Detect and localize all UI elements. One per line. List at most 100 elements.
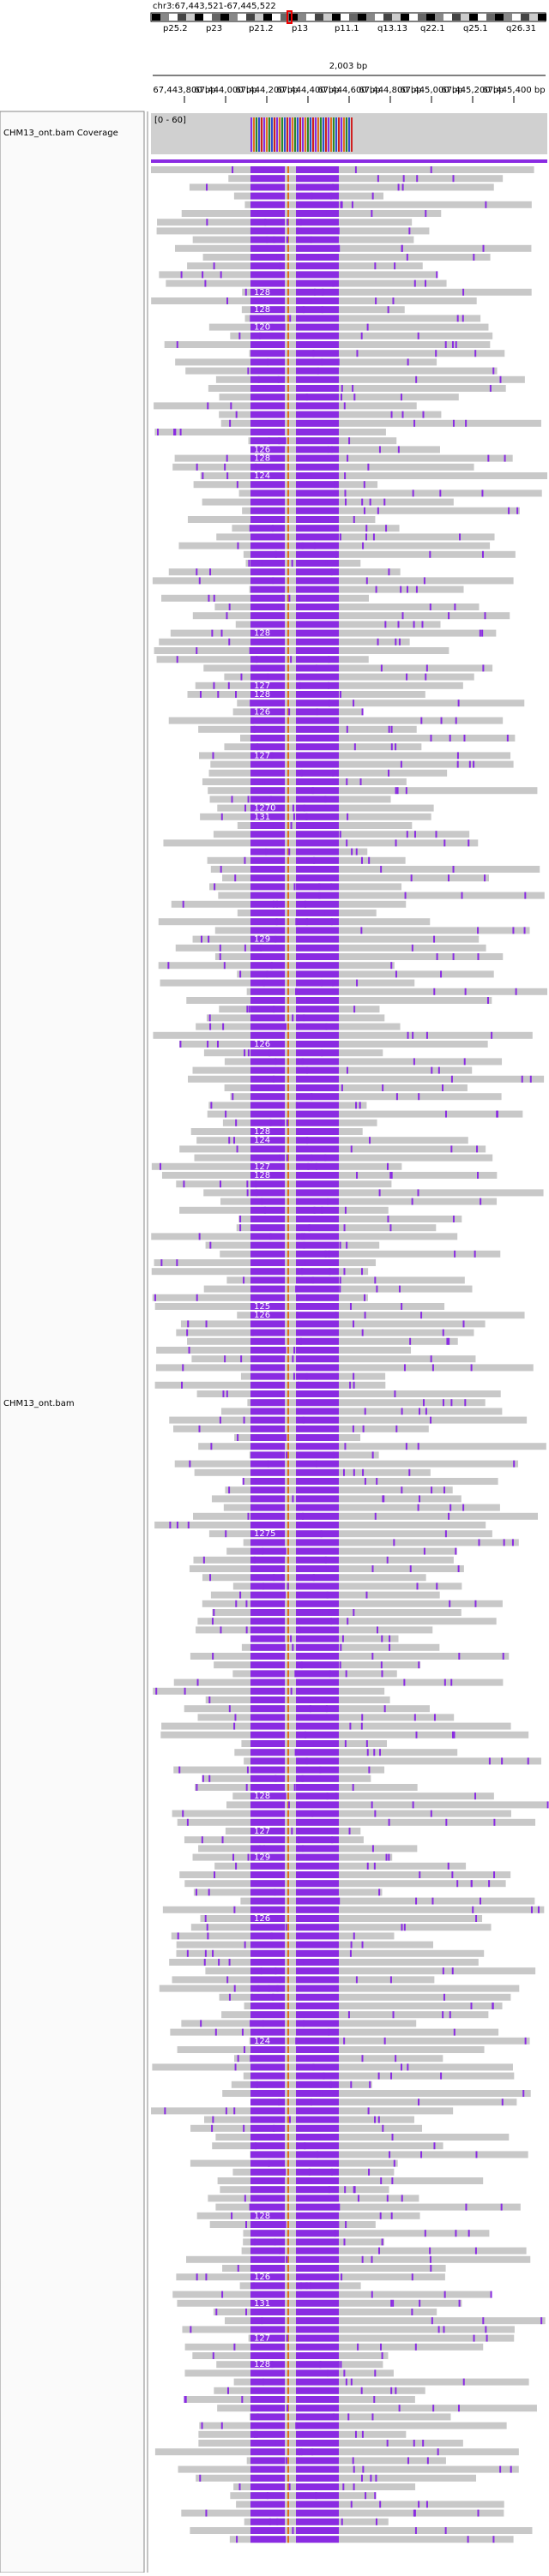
small-insertion [336, 2265, 339, 2272]
small-insertion [472, 1906, 474, 1913]
small-insertion [266, 970, 268, 978]
small-insertion [415, 1897, 418, 1905]
small-insertion [454, 1250, 456, 1258]
ideogram-band [315, 14, 323, 21]
insertion [250, 760, 285, 768]
small-insertion [395, 2055, 397, 2063]
small-insertion [196, 647, 198, 654]
insertion [296, 1924, 339, 1931]
insertion [250, 332, 285, 339]
mismatch [287, 708, 289, 716]
small-insertion [449, 2011, 451, 2019]
insertion [250, 1495, 285, 1503]
coverage-bar [287, 117, 288, 152]
small-insertion [389, 2151, 391, 2159]
insertion [250, 1976, 285, 1984]
small-insertion [360, 2387, 363, 2394]
small-insertion [330, 1618, 333, 1625]
small-insertion [333, 1303, 335, 1310]
insertion [250, 1792, 285, 1800]
small-insertion [374, 2492, 377, 2500]
mismatch [287, 1075, 289, 1083]
small-insertion [260, 944, 262, 952]
insertion [250, 962, 285, 970]
small-insertion [423, 1547, 425, 1555]
insertion [296, 2440, 339, 2447]
insertion [296, 1705, 339, 1713]
small-insertion [377, 2072, 380, 2080]
small-insertion [377, 175, 379, 183]
small-insertion [477, 1172, 480, 1179]
small-insertion [248, 1006, 250, 1013]
small-insertion [212, 2116, 214, 2123]
insertion-label: 126 [254, 1040, 270, 1049]
insertion [296, 682, 339, 689]
read [185, 367, 498, 375]
small-insertion [183, 1180, 185, 1188]
small-insertion [157, 429, 160, 435]
small-insertion [352, 1784, 354, 1791]
small-insertion [256, 2081, 258, 2088]
insertion [250, 1941, 285, 1949]
insertion [296, 944, 339, 952]
small-insertion [288, 594, 291, 602]
read [253, 446, 440, 453]
insertion [296, 279, 339, 287]
mismatch [287, 1110, 289, 1118]
small-insertion [236, 2536, 238, 2543]
small-insertion [351, 848, 353, 856]
small-insertion [190, 2326, 192, 2333]
insertion [296, 393, 339, 401]
read [177, 1818, 536, 1826]
small-insertion [405, 1443, 407, 1450]
insertion [250, 594, 285, 602]
mismatch [287, 1915, 289, 1922]
small-insertion [233, 2107, 236, 2115]
small-insertion [301, 1512, 304, 1520]
ideogram-marker [287, 10, 293, 24]
small-insertion [321, 306, 323, 314]
small-insertion [233, 2343, 236, 2351]
small-insertion [345, 498, 347, 506]
mismatch [287, 2186, 289, 2194]
small-insertion [413, 1058, 415, 1066]
insertion [250, 481, 285, 489]
insertion [296, 297, 339, 304]
small-insertion [268, 1985, 270, 1992]
small-insertion [378, 2247, 381, 2255]
insertion [250, 1801, 285, 1809]
small-insertion [247, 1853, 250, 1861]
small-insertion [353, 700, 355, 707]
small-insertion [369, 2081, 371, 2088]
insertion [296, 262, 339, 270]
small-insertion [241, 2028, 244, 2036]
small-insertion [236, 1145, 238, 1153]
small-insertion [317, 2151, 319, 2159]
small-insertion [296, 402, 299, 410]
insertion-label: 128 [254, 690, 270, 700]
ideogram-band [461, 14, 469, 21]
ideogram-band [220, 14, 229, 21]
small-insertion [350, 1941, 353, 1949]
small-insertion [267, 673, 269, 681]
small-insertion [411, 2309, 413, 2315]
small-insertion [326, 1792, 329, 1800]
small-insertion [315, 1162, 317, 1170]
insertion [250, 525, 285, 532]
position-label: 67,445,000 bp [400, 86, 462, 95]
insertion [250, 2195, 285, 2202]
small-insertion [337, 2361, 340, 2369]
small-insertion [330, 2168, 333, 2176]
ideogram-band [263, 14, 272, 21]
small-insertion [353, 393, 356, 401]
read [186, 2255, 531, 2263]
small-insertion [305, 1731, 307, 1738]
insertion [250, 2063, 285, 2071]
ideogram-band [426, 14, 435, 21]
small-insertion [452, 175, 455, 183]
insertion [296, 1880, 339, 1888]
insertion [250, 1312, 285, 1319]
insertion [296, 2011, 339, 2019]
insertion [250, 166, 285, 173]
small-insertion [303, 1014, 305, 1022]
